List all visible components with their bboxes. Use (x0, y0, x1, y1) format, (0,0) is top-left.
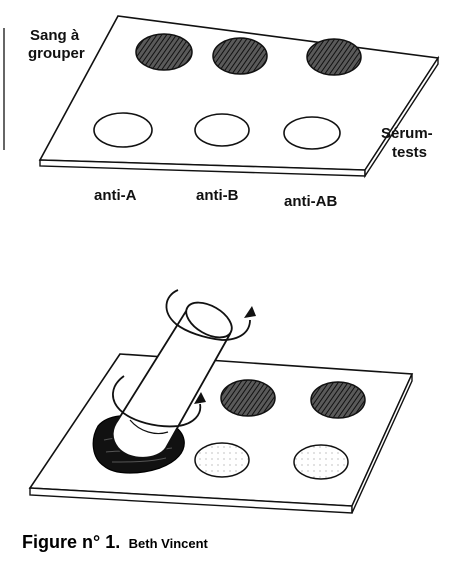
blood-drop-3 (306, 38, 362, 76)
rotation-arrow-top-head (244, 306, 256, 318)
rod-top-end (185, 301, 233, 339)
figure-caption: Figure n° 1. Beth Vincent (22, 532, 208, 553)
rotation-arrow-bottom (112, 375, 202, 428)
serum-drop-anti-b (194, 113, 250, 147)
blood-drop-1 (135, 33, 193, 71)
serum-label-anti-a: anti-A (94, 187, 137, 204)
test-serums-label-line1: Sérum- (381, 125, 433, 142)
blood-drop-5 (310, 381, 366, 419)
rotation-arrow-bottom-head (194, 392, 206, 404)
blood-drop-4 (220, 379, 276, 417)
serum-drop-anti-ab (283, 116, 341, 150)
serum-label-anti-ab: anti-AB (284, 193, 337, 210)
figure-author: Beth Vincent (128, 536, 208, 551)
sample-blood-label-line2: grouper (28, 45, 85, 62)
test-serums-label-line2: tests (392, 144, 427, 161)
sample-blood-label-line1: Sang à (30, 27, 80, 44)
mixing-rod (111, 301, 233, 459)
bottom-plate (28, 353, 414, 514)
figure-number: Figure n° 1. (22, 532, 121, 552)
serum-drop-bottom-3 (293, 444, 349, 480)
serum-drop-anti-a (93, 112, 153, 148)
serum-label-anti-b: anti-B (196, 187, 239, 204)
rotation-arrow-top (165, 289, 251, 341)
serum-drop-bottom-2 (194, 442, 250, 478)
blood-drop-2 (212, 37, 268, 75)
